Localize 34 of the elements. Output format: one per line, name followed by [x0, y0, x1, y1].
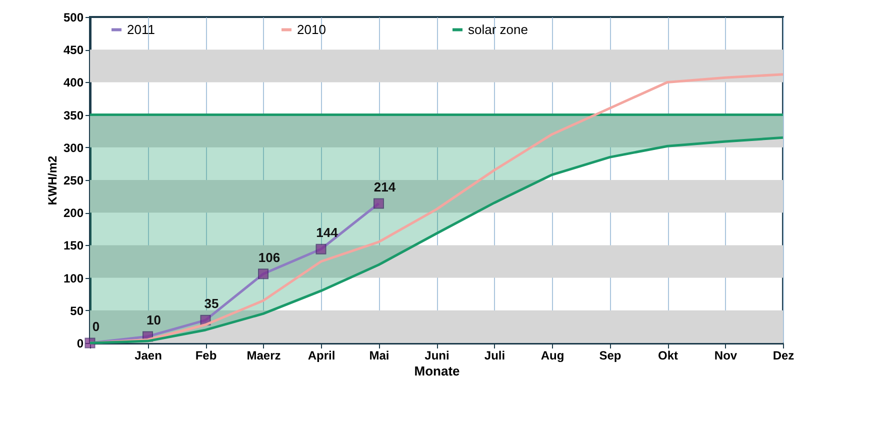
- y-tick-label: 50: [70, 304, 84, 318]
- x-tick-label: April: [308, 348, 336, 362]
- legend-label: 2010: [297, 22, 326, 37]
- x-tick-label: Maerz: [246, 348, 281, 362]
- x-tick-label: Feb: [195, 348, 217, 362]
- x-tick-label: Dez: [772, 348, 794, 362]
- legend-label: 2011: [127, 22, 155, 37]
- y-axis-title: KWH/m2: [45, 156, 60, 206]
- y-tick-label: 300: [63, 140, 84, 155]
- x-tick-label: Mai: [369, 348, 390, 362]
- x-tick-label: Juli: [484, 348, 506, 362]
- data-label: 144: [316, 225, 339, 240]
- y-tick-label: 100: [63, 271, 84, 286]
- data-label: 106: [258, 250, 280, 265]
- x-tick-label: Aug: [540, 348, 564, 362]
- x-tick-label: Sep: [599, 348, 622, 362]
- x-tick-label: Juni: [424, 348, 450, 362]
- data-label: 35: [204, 296, 219, 312]
- y-tick-label: 250: [63, 174, 84, 188]
- x-tick-label: Jaen: [134, 348, 162, 362]
- y-tick-label: 400: [63, 76, 84, 90]
- y-tick-label: 350: [63, 108, 84, 122]
- data-label: 214: [374, 179, 396, 194]
- x-tick-label: Okt: [658, 348, 678, 362]
- y-tick-label: 500: [63, 10, 84, 24]
- x-tick-label: Nov: [714, 348, 738, 362]
- data-label: 0: [92, 319, 100, 334]
- data-label: 10: [146, 312, 161, 328]
- y-tick-label: 450: [63, 43, 84, 58]
- x-axis-title: Monate: [414, 364, 460, 378]
- y-tick-label: 200: [63, 206, 84, 220]
- y-tick-label: 150: [63, 238, 84, 253]
- y-tick-label: 0: [76, 336, 84, 350]
- legend-label: solar zone: [468, 22, 528, 37]
